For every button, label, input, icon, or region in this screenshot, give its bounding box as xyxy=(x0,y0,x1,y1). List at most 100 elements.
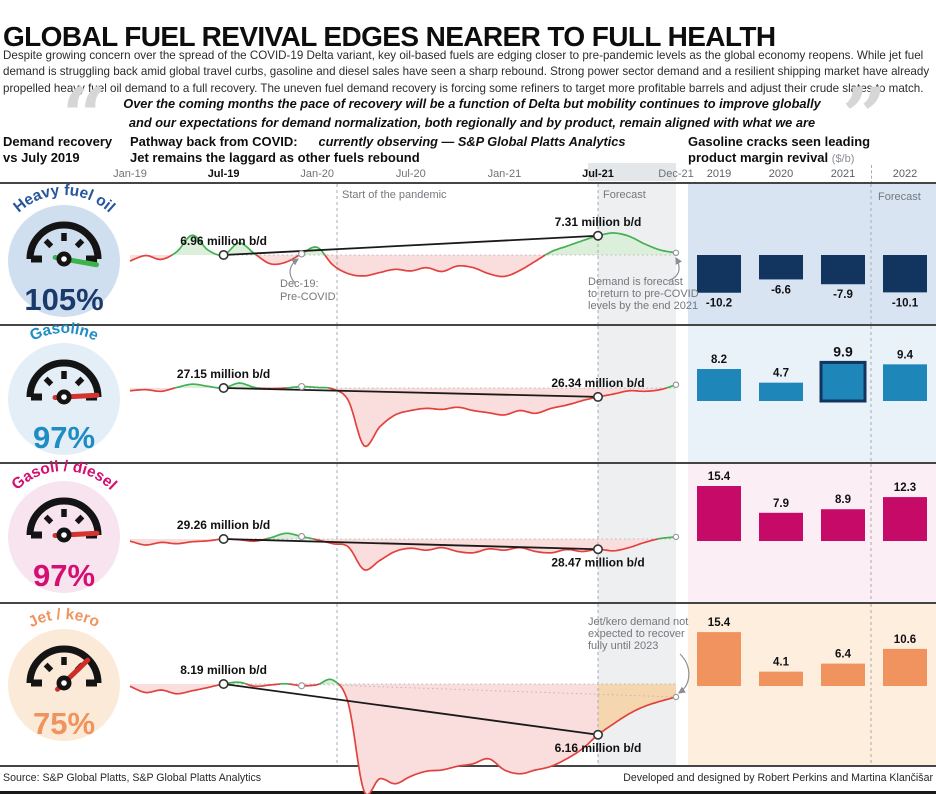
demand-curve xyxy=(544,232,677,256)
trend-line xyxy=(223,234,599,256)
bar-value-label: 10.6 xyxy=(894,634,916,646)
end-value-label: 28.47 million b/d xyxy=(551,555,644,569)
crack-bar-2020 xyxy=(759,671,803,686)
forecast-dashed-line-axis xyxy=(871,165,872,184)
demand-curve xyxy=(328,387,667,448)
axis-tick-Dec-21: Dec-21 xyxy=(658,168,694,180)
jul19-marker xyxy=(218,250,229,261)
demand-curve xyxy=(246,683,281,688)
right-column-header: Gasoline cracks seen leading product mar… xyxy=(688,134,871,166)
demand-curve xyxy=(223,242,257,256)
bar-value-label: -10.1 xyxy=(892,297,919,309)
axis-year-2021: 2021 xyxy=(830,168,856,180)
crack-bar-2020 xyxy=(759,255,803,280)
end-marker xyxy=(672,533,680,541)
rule-row1 xyxy=(0,324,936,326)
start-value-label: 29.26 million b/d xyxy=(177,518,270,532)
open-quote-icon: “ xyxy=(62,71,107,162)
crack-bar-2022 xyxy=(883,648,927,686)
demand-curve xyxy=(265,532,314,540)
dec19-note: Pre-COVID xyxy=(280,291,336,303)
axis-tick-Jan-20: Jan-20 xyxy=(300,168,334,180)
bar-chart-1: 8.2 4.7 9.9 9.4 xyxy=(697,326,927,462)
bar-value-label: -10.2 xyxy=(706,298,732,310)
line-chart-2: 29.26 million b/d 28.47 million b/d xyxy=(129,464,680,602)
rule-top xyxy=(0,182,936,184)
bar-value-label: 12.3 xyxy=(894,482,916,494)
jul19-marker xyxy=(218,382,229,393)
demand-curve xyxy=(285,385,330,389)
forecast-band xyxy=(598,184,676,765)
bar-chart-3: 15.4 4.1 6.4 10.6 xyxy=(697,604,927,765)
recovery-percent: 75% xyxy=(33,706,95,741)
crack-bar-2021 xyxy=(821,255,865,285)
axis-tick-Jan-21: Jan-21 xyxy=(487,168,522,180)
bar-value-label: -6.6 xyxy=(771,284,791,296)
demand-curve xyxy=(171,234,219,256)
axis-tick-Jul-21: Jul-21 xyxy=(582,168,614,180)
demand-curve xyxy=(174,383,220,389)
end-value-label: 7.31 million b/d xyxy=(555,215,642,229)
demand-curve xyxy=(223,382,259,389)
bar-value-label: 9.4 xyxy=(897,349,914,361)
jul19-marker xyxy=(218,534,229,545)
bar-chart-2: 15.4 7.9 8.9 12.3 xyxy=(697,464,927,602)
bar-value-label: 8.2 xyxy=(711,354,727,366)
end-marker xyxy=(672,381,680,388)
recovery-percent: 97% xyxy=(33,558,95,593)
bar-value-label: 15.4 xyxy=(708,617,731,629)
jul21-marker xyxy=(592,391,603,402)
crack-bar-2022 xyxy=(883,497,927,541)
crack-bar-2021 xyxy=(819,360,867,403)
jet-note: Jet/kero demand not xyxy=(588,616,688,628)
middle-column-header: Pathway back from COVID: Jet remains the… xyxy=(130,134,420,166)
line-chart-0: 6.96 million b/d 7.31 million b/d Start of… xyxy=(129,184,699,324)
bar-value-label: 8.9 xyxy=(835,494,851,506)
jul19-marker xyxy=(218,679,229,690)
demand-curve xyxy=(129,538,224,546)
dec19-marker xyxy=(298,250,306,258)
margin-panel-3: 15.4 4.1 6.4 10.6 xyxy=(688,604,936,765)
credits-text: Developed and designed by Robert Perkins… xyxy=(623,772,933,784)
fuel-label: Jet / kero xyxy=(26,606,103,631)
gauge-arc xyxy=(26,221,102,260)
gauge-arc xyxy=(26,645,102,684)
crack-bar-2020 xyxy=(759,382,803,401)
axis-year-2022: 2022 xyxy=(892,168,918,180)
recovery-percent: 105% xyxy=(24,282,103,317)
bar-value-label: 6.4 xyxy=(835,649,852,661)
unit-label: ($/b) xyxy=(831,153,855,166)
annotation-arrow xyxy=(289,258,299,284)
annotation-arrow xyxy=(678,653,690,694)
demand-note: Demand is forecast xyxy=(588,276,683,288)
deficit-area xyxy=(313,539,658,571)
bottom-border xyxy=(0,791,936,794)
start-value-label: 8.19 million b/d xyxy=(180,663,267,677)
deficit-area xyxy=(329,388,667,447)
margin-panel-1: 8.2 4.7 9.9 9.4 xyxy=(688,326,936,462)
intro-text: Despite growing concern over the spread … xyxy=(3,48,930,95)
bar-value-label: 4.1 xyxy=(773,657,790,669)
dec19-note: Dec-19: xyxy=(280,278,319,290)
demand-note: levels by the end 2021 xyxy=(588,300,698,312)
trend-line xyxy=(223,683,599,736)
trend-line xyxy=(223,538,599,551)
axis-year-2020: 2020 xyxy=(768,168,794,180)
crack-bar-2020 xyxy=(759,512,803,541)
axis-tick-Jul-19: Jul-19 xyxy=(207,168,240,180)
deficit-area xyxy=(324,255,546,277)
gauge-arc xyxy=(26,497,102,536)
crack-bar-2019 xyxy=(697,255,741,293)
end-value-label: 26.34 million b/d xyxy=(551,376,644,390)
bar-value-label: 7.9 xyxy=(773,498,789,510)
axis-tick-Jul-20: Jul-20 xyxy=(395,168,426,180)
start-value-label: 27.15 million b/d xyxy=(177,367,270,381)
jul21-marker xyxy=(592,544,603,555)
line-chart-1: 27.15 million b/d 26.34 million b/d xyxy=(129,326,680,462)
forecast-label-right: Forecast xyxy=(878,191,921,203)
demand-note: to return to pre-COVID xyxy=(588,288,699,300)
